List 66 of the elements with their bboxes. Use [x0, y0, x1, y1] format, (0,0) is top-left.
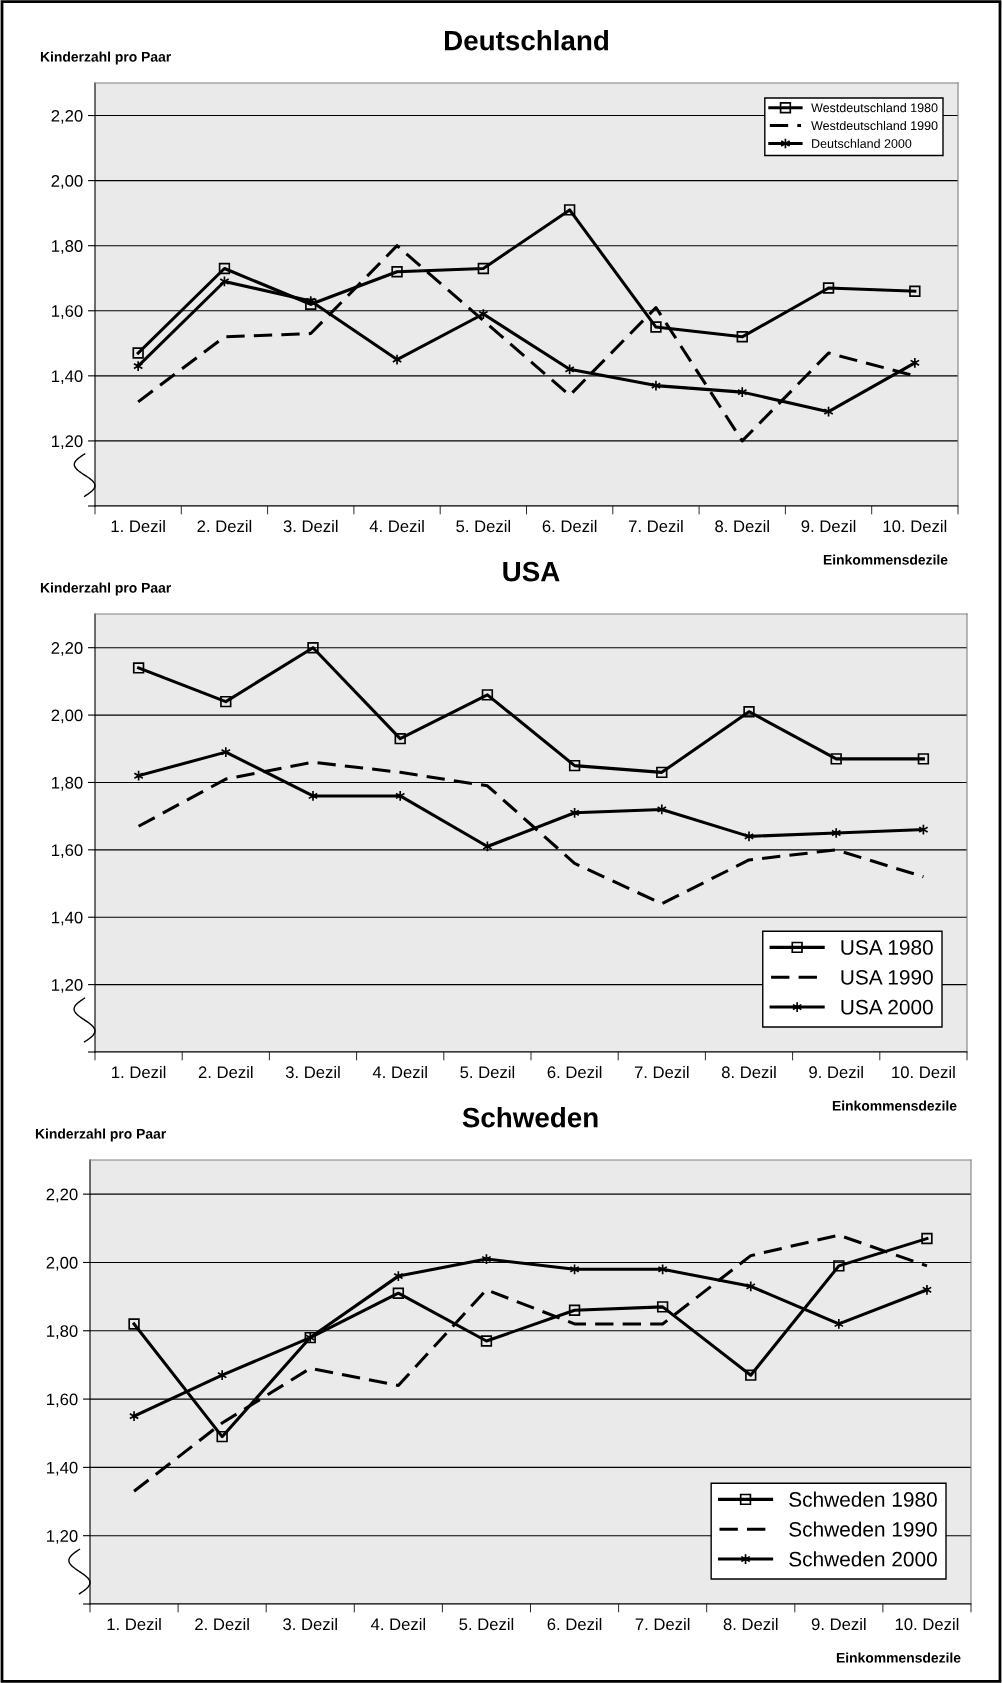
y-axis-title: Kinderzahl pro Paar — [35, 1128, 166, 1142]
y-tick-label: 1,80 — [52, 776, 83, 791]
x-tick-label: 7. Dezil — [629, 519, 683, 533]
y-tick-label: 1,60 — [52, 305, 83, 319]
x-tick-label: 2. Dezil — [195, 1617, 249, 1631]
x-tick-label: 4. Dezil — [370, 1617, 426, 1631]
x-axis-title: Einkommensdezile — [823, 554, 948, 565]
x-tick-label: 3. Dezil — [283, 519, 338, 533]
x-tick-label: 6. Dezil — [547, 1617, 602, 1631]
y-tick-label: 2,20 — [51, 109, 83, 124]
x-tick-label: 5. Dezil — [459, 1617, 514, 1631]
x-tick-label: 8. Dezil — [723, 1617, 778, 1631]
y-tick-label: 2,00 — [46, 1256, 78, 1271]
x-tick-label: 9. Dezil — [811, 1617, 866, 1631]
chart-title: Schweden — [462, 1107, 598, 1128]
legend-label: Schweden 1980 — [789, 1491, 937, 1507]
x-tick-label: 10. Dezil — [892, 1065, 955, 1079]
chart-title: Deutschland — [445, 30, 609, 51]
x-tick-label: 8. Dezil — [721, 1065, 776, 1079]
y-tick-label: 1,60 — [52, 844, 83, 859]
x-axis-title: Einkommensdezile — [832, 1100, 957, 1111]
x-tick-label: 6. Dezil — [547, 1065, 602, 1079]
legend-label: Schweden 1990 — [789, 1521, 937, 1537]
y-tick-label: 1,80 — [47, 1325, 78, 1339]
x-tick-label: 10. Dezil — [883, 519, 947, 533]
x-tick-label: 4. Dezil — [372, 1065, 427, 1079]
legend-label: USA 2000 — [841, 999, 933, 1015]
legend-label: USA 1980 — [841, 940, 933, 955]
y-tick-label: 1,20 — [47, 1530, 78, 1544]
x-tick-label: 5. Dezil — [456, 519, 511, 533]
x-tick-label: 1. Dezil — [112, 1065, 166, 1079]
x-tick-label: 7. Dezil — [635, 1617, 690, 1631]
y-tick-label: 1,60 — [47, 1393, 78, 1408]
y-tick-label: 2,20 — [51, 642, 83, 656]
y-tick-label: 1,80 — [52, 240, 83, 254]
x-axis-title: Einkommensdezile — [836, 1652, 961, 1663]
legend-label: Schweden 2000 — [789, 1551, 937, 1567]
x-tick-label: 4. Dezil — [369, 519, 424, 533]
legend-label: Westdeutschland 1980 — [811, 103, 938, 113]
x-tick-label: 7. Dezil — [634, 1065, 689, 1079]
y-tick-label: 1,40 — [52, 911, 83, 926]
y-tick-label: 2,00 — [51, 709, 83, 724]
x-tick-label: 8. Dezil — [715, 519, 769, 533]
y-axis-title: Kinderzahl pro Paar — [40, 582, 171, 596]
x-tick-label: 9. Dezil — [801, 519, 856, 533]
x-tick-label: 3. Dezil — [285, 1065, 340, 1079]
y-tick-label: 1,20 — [52, 435, 83, 450]
x-tick-label: 5. Dezil — [460, 1065, 515, 1079]
legend-label: Westdeutschland 1990 — [811, 120, 938, 131]
x-tick-label: 1. Dezil — [111, 519, 165, 533]
legend-label: USA 1990 — [841, 969, 933, 985]
legend-label: Deutschland 2000 — [812, 138, 912, 148]
chart-title: USA — [503, 561, 560, 582]
y-tick-label: 1,20 — [52, 979, 83, 993]
y-tick-label: 1,40 — [52, 370, 83, 385]
x-tick-label: 6. Dezil — [542, 519, 597, 533]
y-axis-title: Kinderzahl pro Paar — [40, 51, 171, 65]
x-tick-label: 3. Dezil — [283, 1617, 337, 1631]
y-tick-label: 1,40 — [47, 1461, 78, 1476]
x-tick-label: 2. Dezil — [198, 1065, 253, 1079]
x-tick-label: 9. Dezil — [809, 1065, 863, 1079]
x-tick-label: 1. Dezil — [107, 1617, 161, 1631]
y-tick-label: 2,00 — [51, 175, 83, 189]
x-tick-label: 10. Dezil — [895, 1617, 959, 1631]
x-tick-label: 2. Dezil — [197, 519, 252, 533]
y-tick-label: 2,20 — [46, 1188, 78, 1203]
